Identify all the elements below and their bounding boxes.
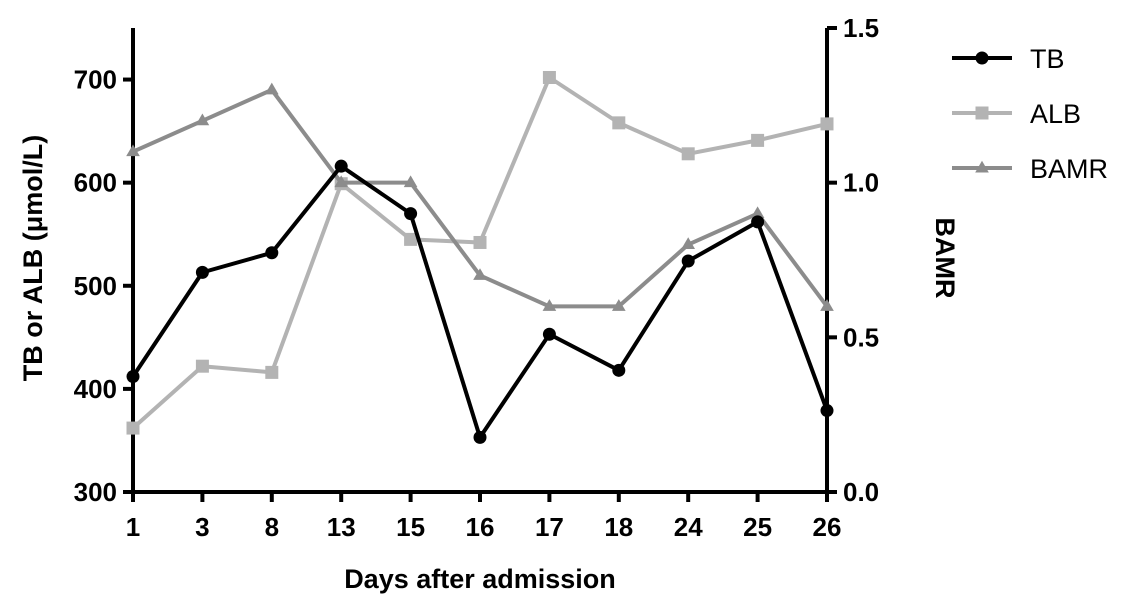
series-line-tb (131, 164, 829, 440)
y-right-tick-label: 0.0 (843, 477, 879, 507)
y-axis-left-title: TB or ALB (μmol/L) (18, 135, 48, 381)
data-point-alb (126, 421, 140, 435)
data-point-tb (126, 370, 140, 384)
data-point-alb (751, 133, 765, 147)
data-point-bamr (750, 206, 765, 219)
data-point-alb (195, 359, 209, 373)
x-tick-label: 26 (813, 512, 842, 542)
series-bamr (126, 82, 834, 311)
data-point-bamr (264, 82, 279, 95)
legend-label: TB (1030, 44, 1065, 74)
legend-item-tb: TB (952, 44, 1065, 74)
legend-item-alb: ALB (952, 99, 1081, 129)
x-tick-label: 16 (466, 512, 495, 542)
legend-label: BAMR (1030, 154, 1108, 184)
legend-item-bamr: BAMR (952, 154, 1108, 184)
data-point-alb (612, 116, 626, 130)
data-point-bamr (195, 113, 210, 126)
x-axis-title: Days after admission (344, 564, 616, 594)
data-point-tb (542, 327, 556, 341)
x-tick-label: 25 (743, 512, 772, 542)
y-right-tick-label: 1.0 (843, 168, 879, 198)
y-left-tick-label: 500 (74, 271, 117, 301)
legend-marker (975, 51, 989, 65)
data-point-tb (404, 207, 418, 221)
series-line-alb (131, 75, 828, 430)
data-point-tb (473, 430, 487, 444)
x-tick-label: 13 (327, 512, 356, 542)
legend-marker (975, 106, 989, 120)
data-point-tb (265, 246, 279, 260)
data-point-bamr (611, 299, 626, 311)
data-point-bamr (473, 268, 487, 280)
data-point-tb (195, 265, 209, 279)
x-tick-label: 8 (265, 512, 279, 542)
data-point-bamr (403, 175, 418, 188)
data-point-bamr (334, 175, 349, 188)
legend-marker (975, 160, 989, 173)
series-alb (126, 70, 834, 435)
y-left-tick-label: 400 (74, 374, 117, 404)
data-point-bamr (681, 237, 696, 249)
legend-label: ALB (1030, 99, 1081, 129)
data-point-alb (265, 365, 279, 379)
data-point-tb (612, 363, 626, 377)
data-point-alb (820, 117, 834, 131)
data-point-tb (820, 404, 834, 418)
data-point-bamr (542, 299, 557, 311)
data-point-tb (334, 159, 348, 173)
x-tick-label: 15 (396, 512, 425, 542)
y-axis-right-title: BAMR (930, 218, 960, 299)
y-right-tick-label: 0.5 (843, 322, 879, 352)
data-point-alb (681, 147, 695, 161)
data-point-alb (542, 70, 556, 84)
y-left-tick-label: 300 (74, 477, 117, 507)
y-right-tick-label: 1.5 (843, 13, 879, 43)
data-point-tb (681, 254, 695, 268)
data-point-alb (473, 235, 487, 249)
series-layer (126, 70, 834, 444)
y-left-tick-label: 700 (74, 65, 117, 95)
legend: TB ALB BAMR (952, 44, 1108, 184)
data-point-tb (751, 215, 765, 229)
data-point-bamr (820, 299, 834, 311)
x-tick-label: 17 (535, 512, 564, 542)
data-point-alb (404, 232, 418, 246)
x-tick-label: 1 (126, 512, 140, 542)
y-left-tick-label: 600 (74, 168, 117, 198)
series-tb (126, 159, 834, 444)
data-point-bamr (126, 144, 140, 157)
x-tick-label: 24 (674, 512, 703, 542)
x-tick-label: 18 (604, 512, 633, 542)
x-tick-label: 3 (195, 512, 209, 542)
